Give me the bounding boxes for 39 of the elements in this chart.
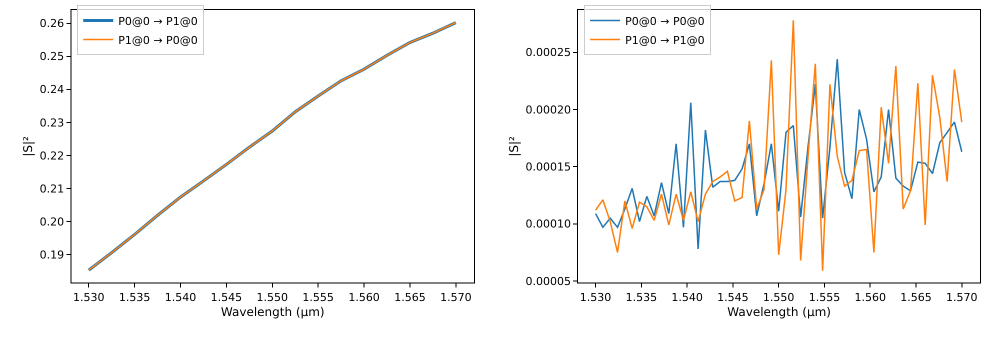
y-tick-label: 0.00015 <box>525 160 571 174</box>
x-tick-label: 1.535 <box>118 290 150 304</box>
x-tick-label: 1.530 <box>580 290 612 304</box>
y-tick-label: 0.00020 <box>525 103 571 116</box>
legend-label: P0@0 → P1@0 <box>118 14 198 28</box>
x-tick-label: 1.565 <box>394 290 426 304</box>
x-tick-label: 1.560 <box>348 290 380 304</box>
x-axis-title: Wavelength (μm) <box>727 304 831 319</box>
y-tick-label: 0.00025 <box>525 46 571 60</box>
x-tick-label: 1.565 <box>900 290 932 304</box>
y-tick-label: 0.25 <box>40 50 64 64</box>
x-tick-label: 1.570 <box>440 290 472 304</box>
legend-label: P1@0 → P0@0 <box>118 34 198 47</box>
x-tick-label: 1.540 <box>164 290 196 304</box>
y-axis-title: |S|² <box>20 136 35 157</box>
legend-label: P1@0 → P1@0 <box>625 34 705 47</box>
y-tick-label: 0.20 <box>40 215 64 228</box>
x-tick-label: 1.530 <box>72 290 104 304</box>
x-tick-label: 1.560 <box>854 290 886 304</box>
x-tick-label: 1.550 <box>256 290 288 304</box>
y-tick-label: 0.22 <box>40 149 64 162</box>
x-tick-label: 1.535 <box>626 290 658 304</box>
y-tick-label: 0.23 <box>40 116 64 130</box>
x-tick-label: 1.545 <box>717 290 749 304</box>
x-tick-label: 1.550 <box>762 290 794 304</box>
x-tick-label: 1.555 <box>302 290 334 304</box>
y-axis-title: |S|² <box>506 136 521 157</box>
y-tick-label: 0.26 <box>40 17 64 30</box>
legend-label: P0@0 → P0@0 <box>625 14 705 28</box>
x-tick-label: 1.545 <box>210 290 242 304</box>
y-tick-label: 0.24 <box>40 83 64 96</box>
x-tick-label: 1.570 <box>946 290 978 304</box>
y-tick-label: 0.19 <box>40 248 64 262</box>
y-tick-label: 0.00005 <box>525 274 571 288</box>
y-tick-label: 0.00010 <box>525 218 571 231</box>
x-axis-title: Wavelength (μm) <box>220 304 325 319</box>
x-tick-label: 1.540 <box>671 290 703 304</box>
x-tick-label: 1.555 <box>808 290 840 304</box>
y-tick-label: 0.21 <box>40 182 64 196</box>
